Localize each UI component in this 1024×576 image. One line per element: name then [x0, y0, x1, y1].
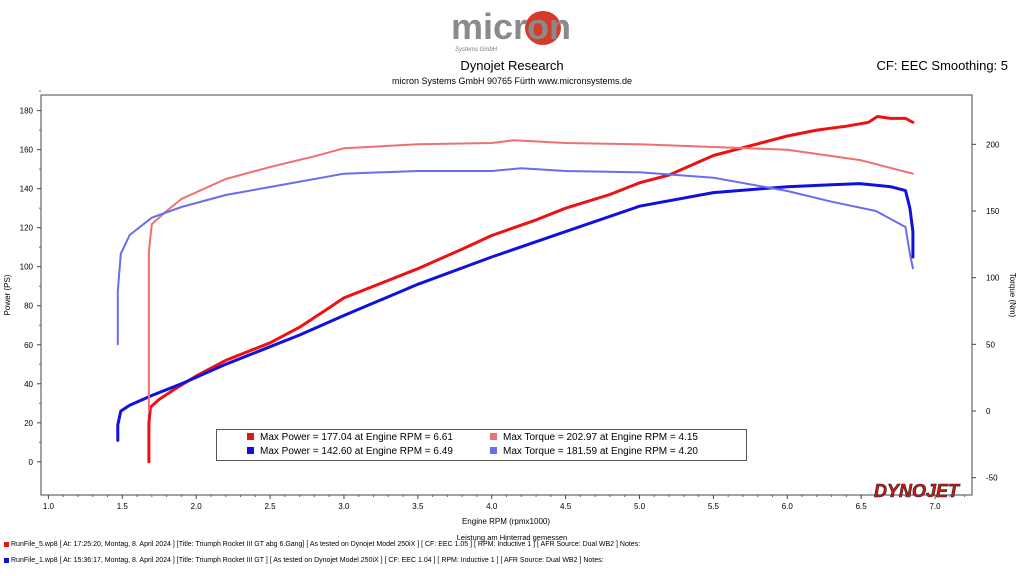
dynojet-logo: DYNOJET [874, 481, 961, 500]
micron-logo: micron Systems GmbH [451, 6, 571, 53]
y2-axis-label: Torque (Nm) [1008, 273, 1017, 318]
dynojet-logo-text: DYNOJET [874, 481, 961, 500]
y-tick-label: 100 [20, 263, 34, 272]
y-tick-label: 120 [20, 224, 34, 233]
x-tick-label: 3.0 [338, 502, 350, 511]
logo-text: micron [451, 6, 571, 47]
x-tick-label: 6.5 [856, 502, 868, 511]
logo-subtext: Systems GmbH [455, 47, 498, 53]
legend-item-max-torque-run1: Max Torque = 181.59 at Engine RPM = 4.20 [490, 446, 698, 457]
x-tick-label: 4.0 [486, 502, 498, 511]
x-tick-label: 1.5 [117, 502, 129, 511]
y-tick-label: 140 [20, 185, 34, 194]
legend-label: Max Power = 177.04 at Engine RPM = 6.61 [260, 432, 453, 443]
x-tick-label: 5.5 [708, 502, 720, 511]
x-axis-label: Engine RPM (rpmx1000) [462, 517, 550, 526]
power-curve-run1 [116, 182, 915, 442]
legend-swatch [247, 446, 254, 454]
run-file-text: RunFile_1.wp8 [ At: 15:36:17, Montag, 8.… [11, 557, 604, 564]
x-tick-label: 2.0 [191, 502, 203, 511]
legend-swatch [247, 432, 254, 440]
x-tick-label: 4.5 [560, 502, 572, 511]
chart-legend: Max Power = 177.04 at Engine RPM = 6.61 … [216, 429, 747, 461]
legend-swatch [490, 432, 497, 440]
y2-tick-label: 50 [986, 340, 995, 349]
y-tick-label: 180 [20, 107, 34, 116]
x-tick-label: 7.0 [929, 502, 941, 511]
x-tick-label: 3.5 [412, 502, 424, 511]
y-axis-label: Power (PS) [3, 274, 12, 315]
run-file-info-2: RunFile_1.wp8 [ At: 15:36:17, Montag, 8.… [4, 557, 604, 564]
y2-tick-label: 100 [986, 274, 1000, 283]
run-swatch [4, 541, 9, 547]
y-tick-label: 40 [24, 380, 33, 389]
run-file-text: RunFile_5.wp8 [ At: 17:25:20, Montag, 8.… [11, 541, 641, 548]
legend-item-max-torque-run5: Max Torque = 202.97 at Engine RPM = 4.15 [490, 432, 698, 443]
y-tick-label: 20 [24, 419, 33, 428]
y2-tick-label: -50 [986, 474, 998, 483]
legend-item-max-power-run5: Max Power = 177.04 at Engine RPM = 6.61 [247, 432, 453, 443]
run-swatch [4, 557, 9, 563]
footer-subtitle: Leistung am Hinterrad gemessen [456, 533, 568, 542]
x-tick-label: 2.5 [264, 502, 276, 511]
page-title: Dynojet Research [460, 58, 564, 73]
x-tick-label: 5.0 [634, 502, 646, 511]
legend-item-max-power-run1: Max Power = 142.60 at Engine RPM = 6.49 [247, 446, 453, 457]
y2-tick-label: 200 [986, 140, 1000, 149]
y-tick-label: 160 [20, 146, 34, 155]
x-tick-label: 1.0 [43, 502, 55, 511]
y-tick-label: 60 [24, 341, 33, 350]
legend-label: Max Torque = 202.97 at Engine RPM = 4.15 [503, 432, 698, 443]
x-tick-label: 6.0 [782, 502, 794, 511]
y-tick-label: 0 [29, 458, 34, 467]
y2-tick-label: 150 [986, 207, 1000, 216]
torque-curve-run1 [116, 167, 914, 346]
legend-label: Max Power = 142.60 at Engine RPM = 6.49 [260, 446, 453, 457]
torque-curve-run5 [147, 139, 914, 411]
page-subtitle: micron Systems GmbH 90765 Fürth www.micr… [391, 76, 633, 86]
y-tick-label: 80 [24, 302, 33, 311]
y2-tick-label: 0 [986, 407, 991, 416]
legend-label: Max Torque = 181.59 at Engine RPM = 4.20 [503, 446, 698, 457]
correction-factor-label: CF: EEC Smoothing: 5 [876, 58, 1009, 73]
run-file-info-1: RunFile_5.wp8 [ At: 17:25:20, Montag, 8.… [4, 541, 640, 548]
legend-swatch [490, 446, 497, 454]
